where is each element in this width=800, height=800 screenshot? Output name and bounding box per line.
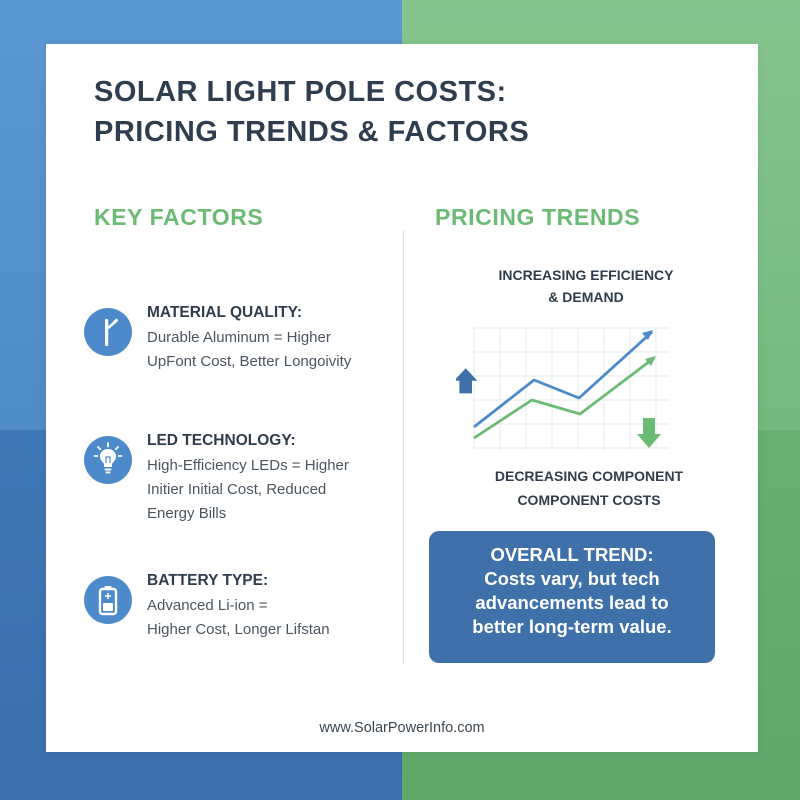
trend-bottom-label: DECREASING COMPONENT COMPONENT COSTS	[446, 464, 732, 512]
factor-description: Advanced Li-ion = Higher Cost, Longer Li…	[147, 594, 397, 642]
pricing-trends-heading: PRICING TRENDS	[435, 204, 641, 230]
trend-bottom-line: DECREASING COMPONENT	[494, 468, 684, 484]
factor-description: Durable Aluminum = Higher UpFont Cost, B…	[147, 326, 397, 374]
trend-line-green	[473, 356, 655, 440]
overall-text-line: advancements lead to	[475, 592, 669, 613]
factor-desc-line: UpFont Cost, Better Longoivity	[147, 353, 352, 370]
title-line-2: PRICING TRENDS & FACTORS	[94, 116, 530, 148]
trend-bottom-line: COMPONENT COSTS	[517, 492, 661, 508]
trend-line-green-arrowhead	[645, 356, 656, 366]
lightbulb-icon	[84, 436, 132, 484]
factor-title: BATTERY TYPE:	[147, 572, 269, 589]
light-pole-icon	[84, 308, 132, 356]
overall-text-line: better long-term value.	[472, 616, 672, 637]
factor-desc-line: Energy Bills	[147, 505, 227, 522]
overall-text-line: Costs vary, but tech	[484, 568, 660, 589]
factor-title: LED TECHNOLOGY:	[147, 432, 296, 449]
trend-chart	[456, 327, 668, 450]
factor-desc-line: High-Efficiency LEDs = Higher	[147, 457, 349, 474]
column-divider	[403, 230, 404, 664]
factor-desc-line: Advanced Li-ion =	[147, 597, 268, 614]
overall-trend-box: OVERALL TREND: Costs vary, but tech adva…	[429, 531, 715, 663]
factor-desc-line: Initier Initial Cost, Reduced	[147, 481, 327, 498]
trend-top-line: INCREASING EFFICIENCY	[498, 267, 674, 283]
factor-description: High-Efficiency LEDs = Higher Initier In…	[147, 454, 397, 526]
factor-desc-line: Durable Aluminum = Higher	[147, 329, 331, 346]
trend-line-blue	[473, 330, 653, 429]
trend-line-blue-arrowhead	[642, 330, 653, 340]
factor-desc-line: Higher Cost, Longer Lifstan	[147, 621, 330, 638]
footer-website: www.SolarPowerInfo.com	[319, 720, 485, 736]
down-arrow-icon	[637, 418, 661, 448]
infographic-card: SOLAR LIGHT POLE COSTS: PRICING TRENDS &…	[46, 44, 758, 752]
key-factors-heading: KEY FACTORS	[94, 204, 264, 230]
page-title: SOLAR LIGHT POLE COSTS: PRICING TRENDS &…	[94, 72, 734, 152]
battery-icon	[84, 576, 132, 624]
title-line-1: SOLAR LIGHT POLE COSTS:	[94, 76, 507, 108]
overall-heading: OVERALL TREND:	[490, 544, 654, 565]
trend-top-label: INCREASING EFFICIENCY & DEMAND	[446, 264, 726, 308]
up-arrow-icon	[456, 368, 478, 394]
trend-top-line: & DEMAND	[548, 289, 624, 305]
factor-title: MATERIAL QUALITY:	[147, 304, 302, 321]
chart-grid	[473, 327, 668, 450]
